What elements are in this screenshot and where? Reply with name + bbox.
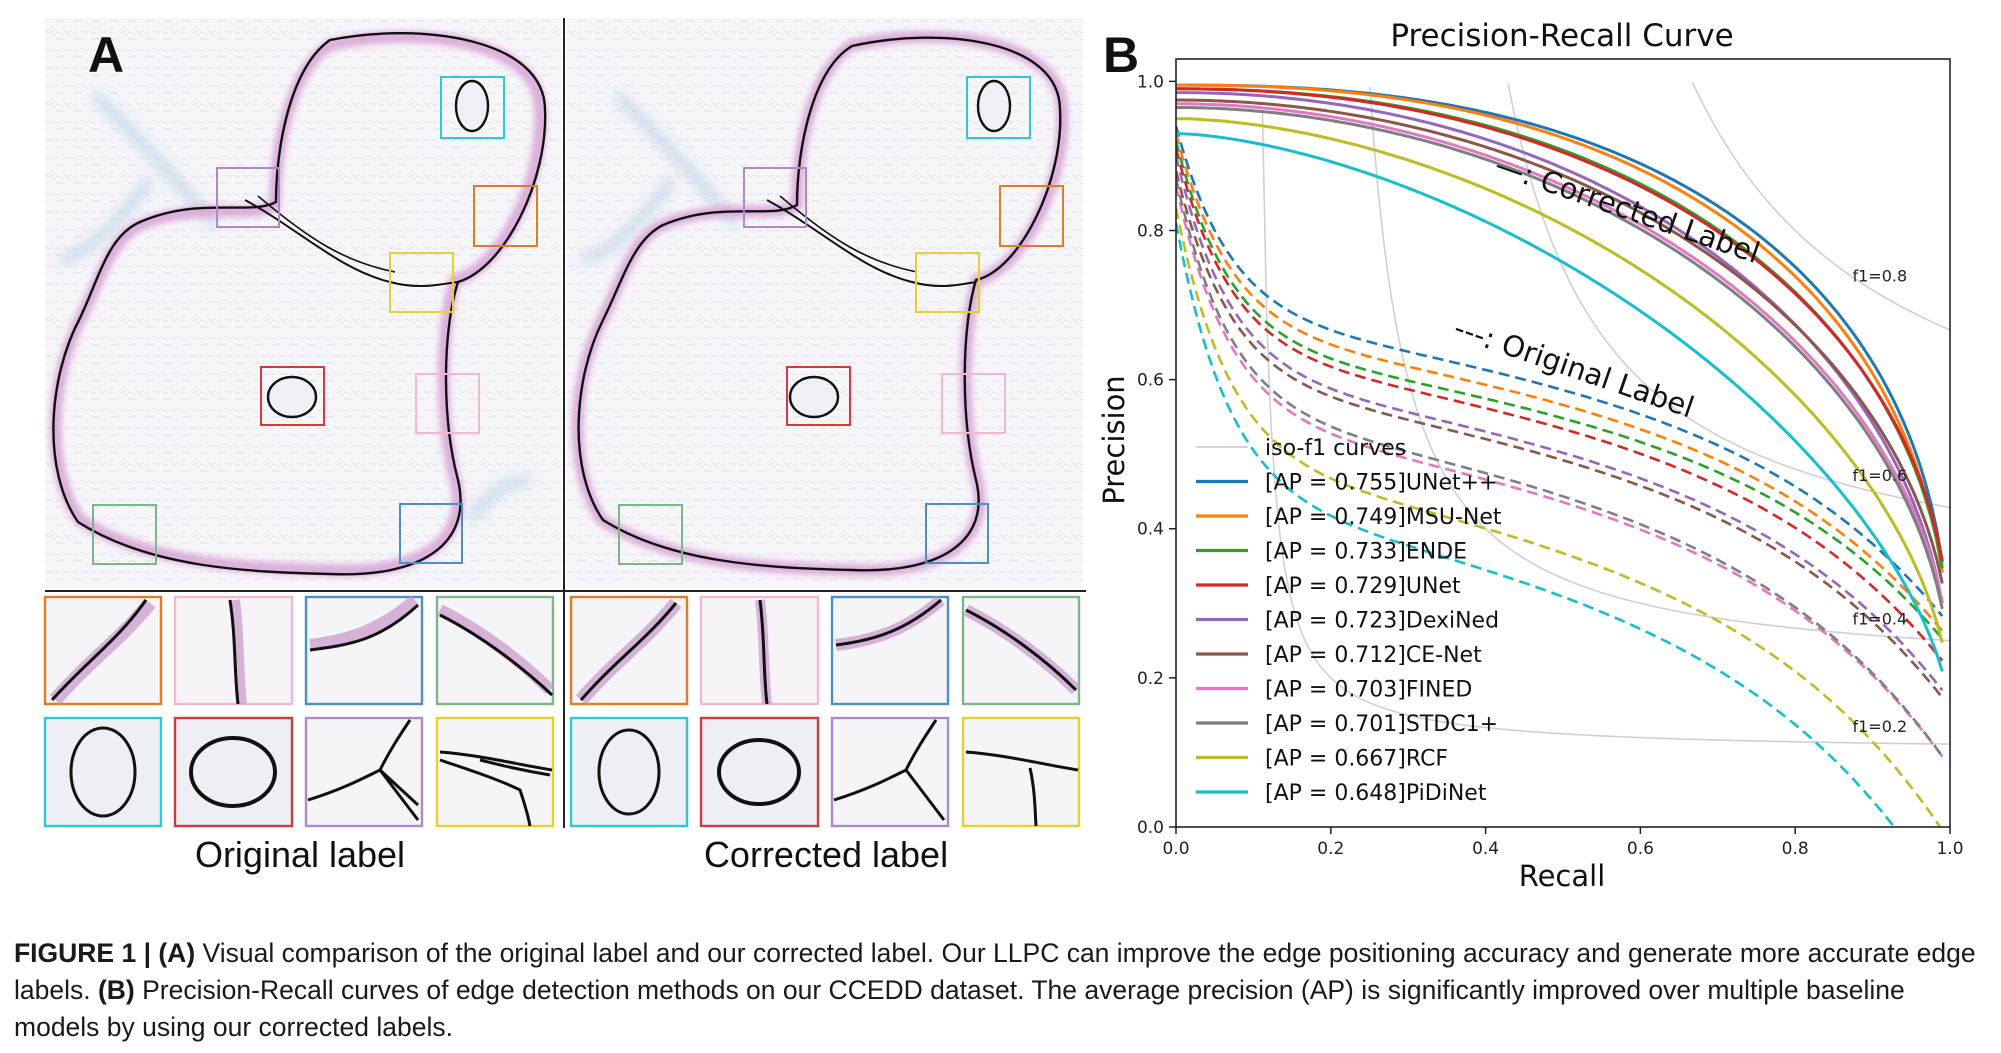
x-tick-label-5: 1.0 — [1936, 839, 1963, 859]
pr-curve-corrected-8 — [1176, 117, 1944, 644]
pr-curve-original-9 — [1176, 222, 1896, 827]
y-ticks: 0.0 0.2 0.4 0.6 0.8 1.0 — [1137, 72, 1176, 838]
original-label-image — [45, 18, 561, 588]
pr-curve-original-6 — [1176, 185, 1944, 758]
iso-f1-label-3: f1=0.8 — [1852, 266, 1907, 285]
caption-part-b: Precision-Recall curves of edge detectio… — [14, 975, 1905, 1042]
pr-curve-corrected-1 — [1176, 83, 1944, 573]
panel-b-label: B — [1103, 27, 1139, 83]
legend-label-7: [AP = 0.703]FINED — [1265, 678, 1472, 703]
legend-label-5: [AP = 0.723]DexiNed — [1265, 609, 1499, 634]
pr-curve-original-7 — [1176, 178, 1944, 758]
panel-a: A Original label Corrected label — [43, 18, 1086, 875]
iso-f1-label-2: f1=0.6 — [1852, 466, 1907, 485]
x-axis-label: Recall — [1519, 859, 1606, 893]
pr-curve-original-3 — [1176, 148, 1944, 662]
pr-curve-corrected-7 — [1176, 106, 1944, 610]
x-ticks: 0.0 0.2 0.4 0.6 0.8 1.0 — [1162, 827, 1964, 859]
y-axis-label: Precision — [1097, 375, 1131, 504]
original-label-caption: Original label — [195, 834, 405, 875]
corrected-label-caption: Corrected label — [704, 834, 948, 875]
pr-curve-corrected-9 — [1176, 132, 1944, 672]
annotation-original: ---: Original Label — [1450, 310, 1699, 424]
plot-area — [1176, 81, 1950, 827]
legend-label-10: [AP = 0.648]PiDiNet — [1265, 781, 1487, 806]
figure-caption: FIGURE 1 | (A) Visual comparison of the … — [14, 935, 1989, 1046]
pr-curve-original-1 — [1176, 133, 1944, 632]
panel-a-label: A — [88, 27, 124, 83]
legend-label-2: [AP = 0.749]MSU-Net — [1265, 505, 1502, 530]
roi-boxes-original — [92, 76, 538, 565]
pr-curve-corrected-6 — [1176, 102, 1944, 603]
original-contour — [52, 32, 547, 576]
panel-b: B Precision-Recall Curve Recall Precisio… — [1097, 18, 1964, 893]
annotations: —: Corrected Label ---: Original Label — [1450, 147, 1764, 424]
plot-frame — [1175, 58, 1951, 828]
legend-label-9: [AP = 0.667]RCF — [1265, 747, 1448, 772]
legend-label-6: [AP = 0.712]CE-Net — [1265, 643, 1482, 668]
figure-canvas: A Original label Corrected label B Preci… — [43, 18, 1964, 893]
x-tick-label-4: 0.8 — [1782, 839, 1809, 859]
pr-curve-corrected-3 — [1176, 87, 1944, 562]
iso-f1-curve-2 — [1507, 83, 1950, 509]
y-tick-label-4: 0.8 — [1137, 221, 1164, 241]
x-tick-label-0: 0.0 — [1162, 839, 1189, 859]
y-tick-label-3: 0.6 — [1137, 371, 1164, 391]
caption-figure-label: FIGURE 1 | (A) — [14, 938, 196, 968]
x-tick-label-2: 0.4 — [1472, 839, 1499, 859]
roi-boxes-corrected — [618, 76, 1064, 565]
iso-f1-curve-1 — [1369, 87, 1950, 642]
legend: f1=0.2 f1=0.4 f1=0.6 f1=0.8 iso-f1 curves [AP… — [1196, 266, 1907, 806]
y-tick-label-0: 0.0 — [1137, 818, 1164, 838]
zoom-tiles-corrected — [569, 595, 1081, 828]
x-tick-label-3: 0.6 — [1627, 839, 1654, 859]
y-tick-label-2: 0.4 — [1137, 520, 1164, 540]
legend-label-3: [AP = 0.733]ENDE — [1265, 540, 1467, 565]
legend-label-1: [AP = 0.755]UNet++ — [1265, 471, 1497, 496]
iso-f1-curve-0 — [1261, 110, 1950, 745]
pr-curve-original-2 — [1176, 140, 1944, 640]
zoom-tiles-original — [43, 595, 555, 828]
legend-label-4: [AP = 0.729]UNet — [1265, 574, 1461, 599]
y-tick-label-1: 0.2 — [1137, 669, 1164, 689]
pr-curve-original-5 — [1176, 170, 1944, 699]
legend-label-8: [AP = 0.701]STDC1+ — [1265, 712, 1498, 737]
corrected-contour — [577, 36, 1062, 572]
caption-label-b: (B) — [97, 975, 135, 1005]
iso-f1-label-1: f1=0.4 — [1852, 609, 1907, 628]
pr-curve-original-4 — [1176, 155, 1944, 692]
legend-label-0: iso-f1 curves — [1265, 436, 1406, 461]
pr-curve-original-8 — [1176, 207, 1942, 827]
chart-title: Precision-Recall Curve — [1390, 18, 1733, 54]
y-tick-label-5: 1.0 — [1137, 72, 1164, 92]
pr-curve-original-0 — [1176, 125, 1944, 617]
pr-curve-corrected-5 — [1176, 98, 1944, 584]
caption-part-a: Visual comparison of the original label … — [14, 938, 1976, 1005]
x-tick-label-1: 0.2 — [1317, 839, 1344, 859]
corrected-label-image — [567, 18, 1083, 588]
iso-f1-label-0: f1=0.2 — [1852, 717, 1907, 736]
iso-f1-curve-3 — [1691, 81, 1950, 331]
